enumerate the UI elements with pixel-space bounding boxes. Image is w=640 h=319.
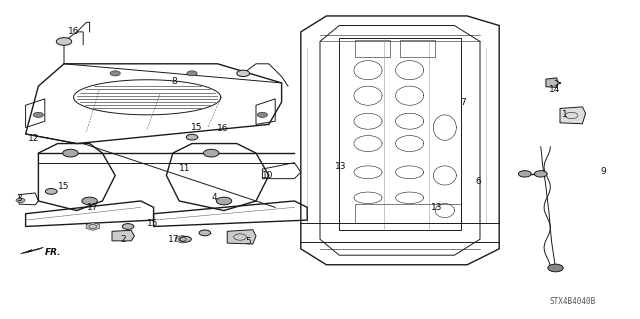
Circle shape	[56, 38, 72, 45]
Text: STX4B4040B: STX4B4040B	[550, 297, 596, 306]
Circle shape	[63, 149, 78, 157]
Text: 15: 15	[58, 182, 70, 191]
Text: 13: 13	[431, 204, 442, 212]
Bar	[355, 204, 461, 223]
Text: 6: 6	[476, 177, 481, 186]
Circle shape	[122, 224, 134, 229]
Text: 16: 16	[68, 27, 79, 36]
Circle shape	[534, 171, 547, 177]
Text: 17: 17	[87, 204, 99, 212]
Circle shape	[180, 236, 191, 242]
Text: 15: 15	[147, 219, 158, 228]
Circle shape	[548, 264, 563, 272]
Circle shape	[33, 112, 44, 117]
Bar	[355, 40, 390, 57]
Circle shape	[110, 71, 120, 76]
Polygon shape	[560, 107, 586, 124]
Text: 16: 16	[217, 124, 228, 133]
Circle shape	[204, 149, 219, 157]
Text: 17: 17	[168, 235, 180, 244]
Polygon shape	[176, 235, 189, 243]
Circle shape	[82, 197, 97, 205]
Circle shape	[16, 198, 25, 203]
Circle shape	[186, 134, 198, 140]
Text: 10: 10	[262, 171, 273, 180]
Text: 5: 5	[246, 237, 251, 246]
Polygon shape	[20, 247, 44, 254]
Text: 1: 1	[562, 110, 567, 119]
Text: 14: 14	[549, 85, 561, 94]
Polygon shape	[112, 230, 134, 241]
Circle shape	[187, 71, 197, 76]
Bar	[400, 40, 435, 57]
Text: 11: 11	[179, 164, 190, 173]
Polygon shape	[86, 223, 99, 230]
Circle shape	[257, 112, 268, 117]
Polygon shape	[227, 230, 256, 244]
Circle shape	[199, 230, 211, 236]
Text: 2: 2	[121, 235, 126, 244]
Circle shape	[45, 189, 57, 194]
Text: 15: 15	[191, 123, 203, 132]
Text: 13: 13	[335, 162, 347, 171]
Text: 8: 8	[172, 77, 177, 86]
Circle shape	[518, 171, 531, 177]
Circle shape	[237, 70, 250, 77]
Polygon shape	[546, 78, 558, 87]
Text: 4: 4	[212, 193, 217, 202]
Circle shape	[216, 197, 232, 205]
Text: 3: 3	[17, 194, 22, 203]
Text: 9: 9	[600, 167, 605, 176]
Text: FR.: FR.	[45, 248, 61, 257]
Text: 7: 7	[461, 98, 466, 107]
Text: 12: 12	[28, 134, 40, 143]
